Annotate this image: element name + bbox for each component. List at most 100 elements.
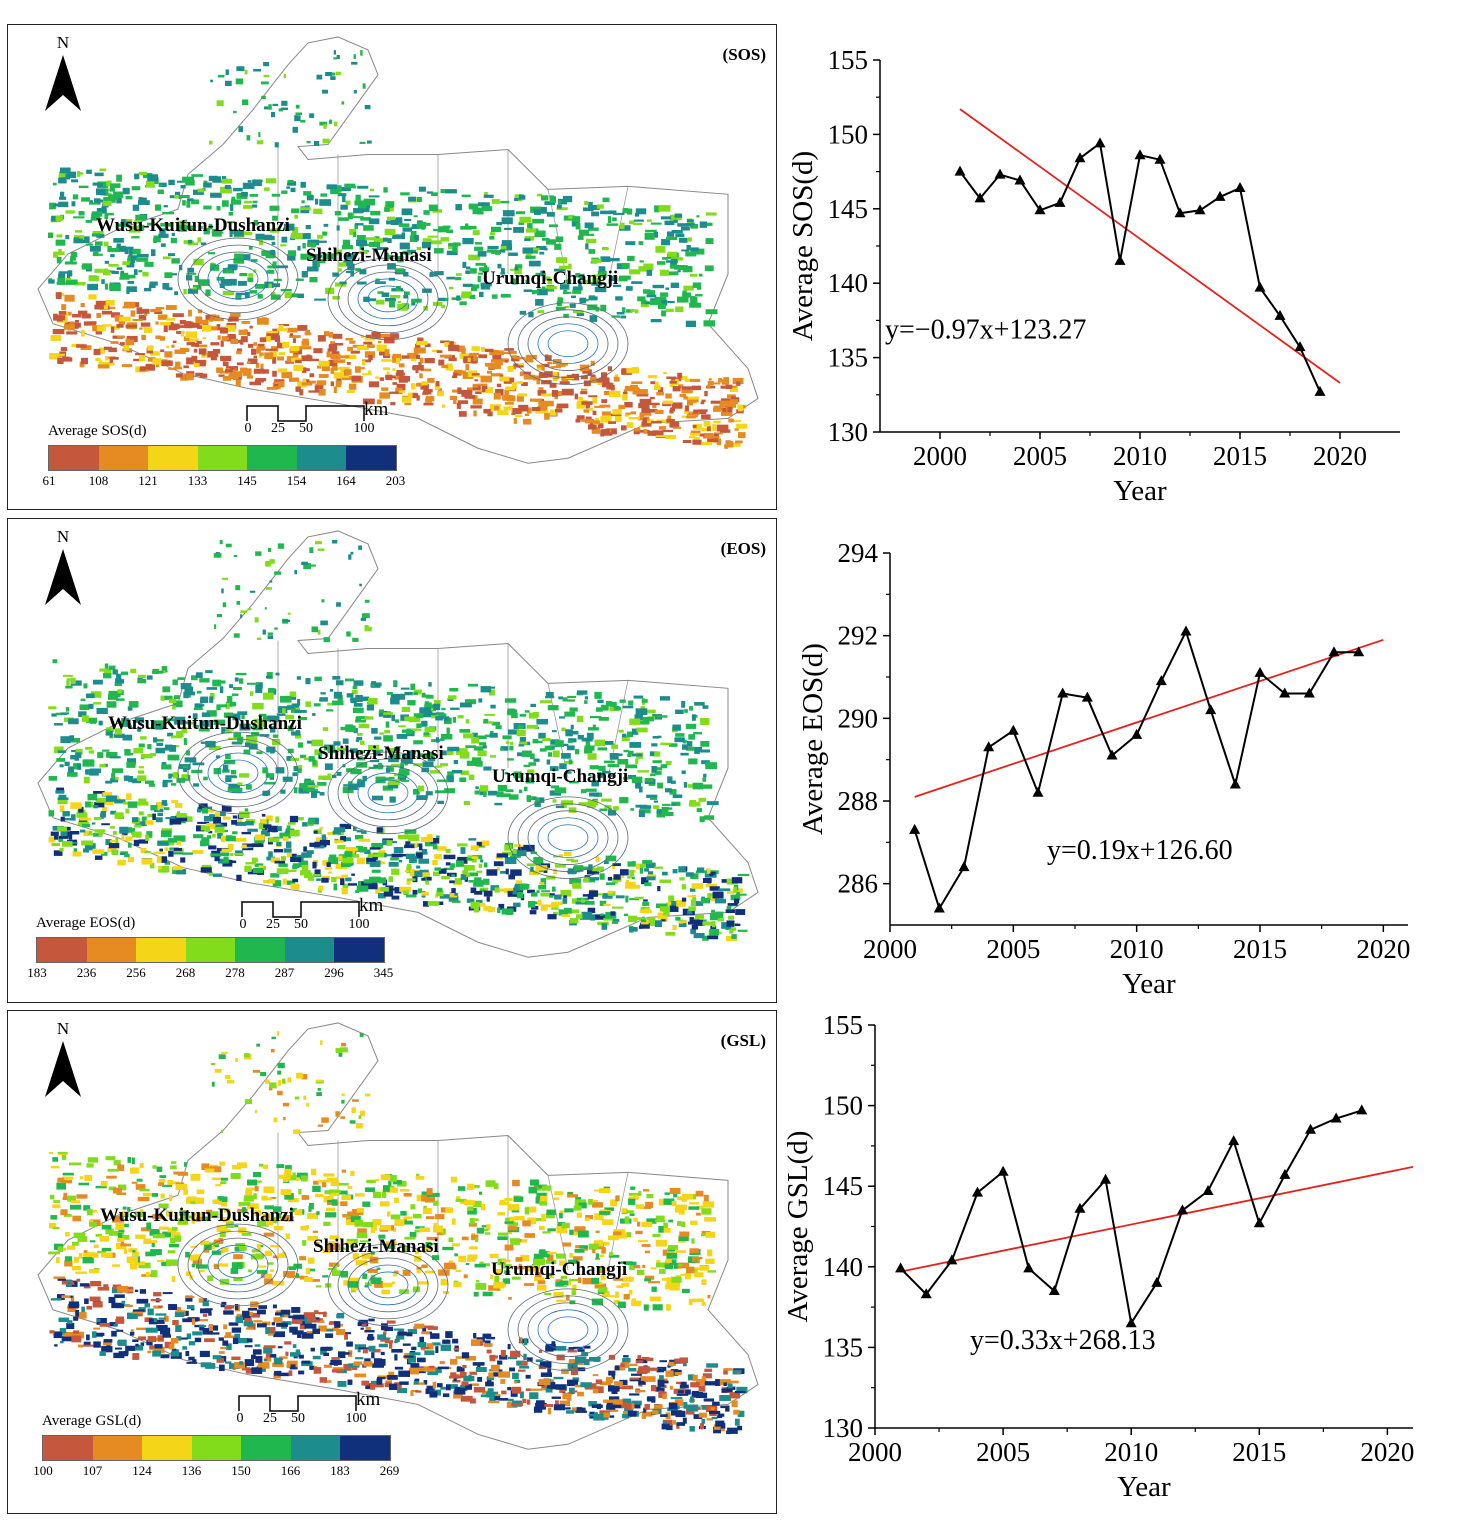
raster-cell: [484, 1232, 491, 1235]
raster-cell: [471, 1185, 480, 1189]
raster-cell: [730, 894, 741, 901]
raster-cell: [290, 346, 300, 352]
raster-cell: [138, 197, 143, 203]
raster-cell: [78, 185, 89, 189]
raster-cell: [580, 375, 588, 380]
raster-cell: [283, 73, 287, 79]
raster-cell: [392, 234, 405, 239]
raster-cell: [453, 369, 463, 373]
raster-cell: [200, 720, 210, 727]
raster-cell: [665, 811, 674, 817]
raster-cell: [225, 701, 237, 707]
raster-cell: [447, 748, 454, 756]
raster-cell: [457, 843, 468, 847]
urban-contour: [347, 765, 429, 821]
raster-cell: [566, 1294, 570, 1301]
raster-cell: [285, 1233, 290, 1240]
raster-cell: [337, 1190, 348, 1195]
raster-cell: [638, 925, 643, 929]
raster-cell: [236, 818, 243, 825]
raster-cell: [169, 1237, 176, 1244]
raster-cell: [348, 383, 357, 390]
raster-cell: [576, 313, 585, 317]
raster-cell: [259, 352, 264, 356]
raster-cell: [192, 713, 198, 720]
raster-cell: [199, 698, 204, 703]
urban-contour: [547, 330, 589, 358]
raster-cell: [266, 790, 271, 796]
raster-cell: [465, 270, 470, 274]
raster-cell: [176, 180, 183, 183]
raster-cell: [233, 371, 243, 378]
raster-cell: [457, 387, 462, 394]
raster-cell: [399, 693, 406, 700]
raster-cell: [333, 359, 346, 363]
raster-cell: [441, 1228, 446, 1235]
raster-cell: [650, 381, 656, 385]
raster-cell: [467, 1183, 475, 1190]
raster-cell: [561, 1222, 570, 1229]
raster-cell: [186, 357, 194, 365]
raster-cell: [201, 712, 210, 717]
raster-cell: [153, 1319, 165, 1324]
raster-cell: [602, 893, 613, 899]
raster-cell: [312, 260, 318, 268]
raster-cell: [169, 745, 177, 752]
raster-cell: [469, 294, 476, 299]
raster-cell: [258, 865, 264, 868]
raster-cell: [60, 816, 65, 822]
raster-cell: [53, 353, 65, 356]
raster-cell: [398, 772, 408, 778]
raster-cell: [657, 387, 664, 394]
raster-cell: [244, 1195, 256, 1200]
raster-cell: [523, 374, 536, 380]
raster-cell: [456, 860, 464, 867]
raster-cell: [117, 1164, 125, 1172]
raster-cell: [278, 323, 290, 327]
raster-cell: [657, 782, 663, 789]
raster-cell: [292, 772, 298, 777]
raster-cell: [511, 382, 517, 389]
raster-cell: [399, 390, 406, 393]
raster-cell: [608, 210, 617, 214]
raster-cell: [692, 1256, 703, 1260]
raster-cell: [52, 1157, 59, 1162]
raster-cell: [371, 1352, 375, 1359]
raster-cell: [504, 1198, 513, 1201]
raster-cell: [524, 1207, 529, 1215]
raster-cell: [53, 850, 63, 856]
raster-cell: [518, 404, 529, 412]
raster-cell: [60, 830, 68, 837]
raster-cell: [351, 61, 358, 65]
raster-cell: [105, 356, 109, 361]
urban-contour: [337, 758, 439, 828]
raster-cell: [589, 792, 600, 797]
region-outline: [37, 1022, 759, 1450]
raster-cell: [332, 295, 340, 300]
raster-cell: [549, 766, 559, 771]
raster-cell: [465, 745, 476, 748]
raster-cell: [424, 1245, 431, 1252]
raster-cell: [623, 389, 628, 394]
north-label: N: [56, 527, 70, 546]
raster-cell: [285, 841, 292, 848]
raster-cell: [483, 878, 490, 885]
raster-cell: [603, 760, 615, 764]
raster-cell: [105, 729, 111, 733]
raster-cell: [646, 874, 657, 878]
raster-cell: [628, 1289, 633, 1295]
raster-cell: [198, 348, 206, 355]
raster-cell: [519, 216, 531, 223]
raster-cell: [623, 749, 629, 753]
raster-cell: [567, 695, 577, 699]
raster-cell: [93, 348, 101, 356]
raster-cell: [533, 871, 537, 874]
raster-cell: [504, 389, 509, 397]
raster-cell: [483, 1263, 490, 1267]
scale-tick: 25: [266, 917, 280, 932]
raster-cell: [709, 873, 714, 876]
raster-cell: [126, 761, 136, 768]
urban-contour: [217, 265, 259, 293]
raster-cell: [710, 896, 716, 902]
raster-cell: [546, 1259, 557, 1264]
